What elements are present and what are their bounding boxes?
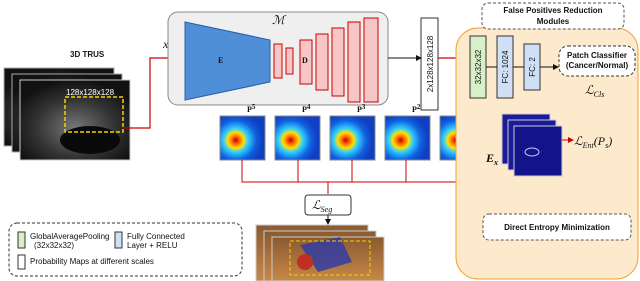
ent-loss: ℒEnt(Ps)	[574, 134, 612, 150]
prob-map	[329, 115, 376, 161]
fpr-title: False Positives Reduction Modules	[503, 6, 602, 26]
output-box	[420, 17, 439, 111]
encoder	[184, 21, 271, 101]
fpr-title-box	[481, 2, 625, 30]
prob-map-label: P3	[357, 103, 366, 114]
block	[273, 43, 283, 79]
subscript: 2	[417, 103, 421, 111]
subscript: 3	[362, 103, 366, 111]
dem-box	[482, 213, 632, 241]
classifier-label: Patch Classifier (Cancer/Normal)	[566, 51, 629, 70]
model-label: ℳ	[272, 13, 287, 27]
input-var: x	[162, 37, 169, 51]
legend-label: Probability Maps at different scales	[30, 257, 154, 266]
encoder-label: E	[218, 56, 223, 65]
legend	[8, 222, 243, 277]
symbol: P	[412, 105, 417, 114]
legend-swatch	[17, 254, 26, 270]
legend-label: GlobalAveragePooling (32x32x32)	[30, 232, 109, 250]
entropy-label: Ex	[485, 151, 498, 167]
prob-map-label: P4	[302, 103, 311, 114]
dem-label: Direct Entropy Minimization	[504, 223, 610, 232]
layer-label: 32x32x32	[474, 49, 483, 84]
decoder	[299, 17, 379, 103]
output-shape: 2x128x128x128	[426, 35, 435, 92]
prob-map-label: P2	[412, 103, 421, 114]
crop-label: 128x128x128	[66, 88, 115, 97]
seg-loss: ℒSeg	[312, 198, 332, 214]
block	[285, 47, 294, 75]
subscript: 5	[252, 103, 256, 111]
symbol: P	[302, 105, 307, 114]
classifier-box	[558, 45, 636, 77]
decoder-label: D	[302, 56, 308, 65]
cls-loss: ℒCls	[585, 83, 604, 99]
connector	[241, 160, 463, 194]
input-title: 3D TRUS	[70, 50, 105, 59]
prob-map	[274, 115, 321, 161]
subscript: 4	[307, 103, 311, 111]
arrow	[124, 54, 182, 129]
prob-maps: P5P4P3P2P1	[219, 103, 486, 161]
layer-label: FC: 2	[528, 57, 537, 77]
layer-label: FC: 1024	[501, 50, 510, 83]
prob-map-label: P5	[247, 103, 256, 114]
legend-swatch	[17, 231, 26, 249]
prob-map	[384, 115, 431, 161]
output-stack	[255, 224, 385, 281]
symbol: P	[247, 105, 252, 114]
legend-label: Fully Connected Layer + RELU	[127, 232, 185, 250]
symbol: P	[357, 105, 362, 114]
prob-map	[219, 115, 266, 161]
us-stack	[3, 67, 131, 161]
entropy-stack	[501, 113, 563, 177]
legend-swatch	[114, 231, 123, 249]
